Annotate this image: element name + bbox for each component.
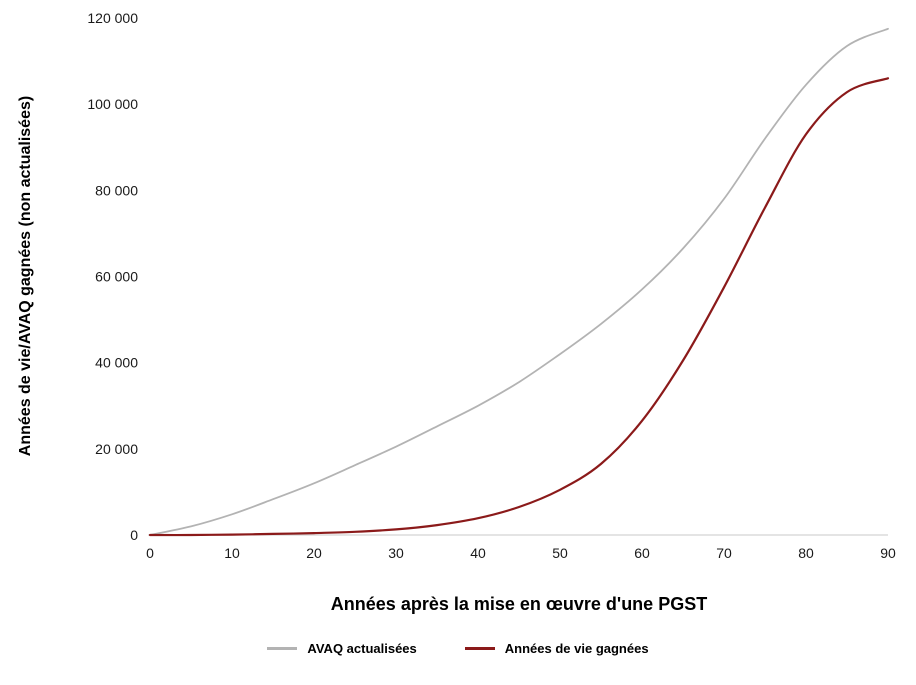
x-tick-label: 0 (146, 545, 154, 561)
legend: AVAQ actualisées Années de vie gagnées (0, 641, 916, 656)
legend-item-avaq: AVAQ actualisées (267, 641, 417, 656)
legend-item-life-years: Années de vie gagnées (464, 641, 649, 656)
y-tick-label: 0 (130, 527, 138, 543)
y-tick-label: 60 000 (95, 269, 138, 285)
x-tick-label: 50 (552, 545, 568, 561)
y-tick-label: 100 000 (87, 96, 138, 112)
x-tick-label: 20 (306, 545, 322, 561)
avaq-legend-label: AVAQ actualisées (307, 641, 417, 656)
life-years-legend-label: Années de vie gagnées (504, 641, 649, 656)
x-axis-title: Années après la mise en œuvre d'une PGST (330, 594, 708, 614)
plot-area: 0 20 000 40 000 60 000 80 000 100 000 120 000 0… (87, 10, 896, 561)
series-line-avaq-actualisees (149, 27, 889, 536)
life-years-line-swatch (464, 647, 495, 650)
y-tick-label: 40 000 (95, 355, 138, 371)
x-tick-label: 80 (798, 545, 814, 561)
y-tick-label: 80 000 (95, 182, 138, 198)
y-tick-label: 120 000 (87, 10, 138, 26)
series-line-annees-de-vie-gagnees (148, 77, 890, 537)
x-tick-label: 90 (880, 545, 896, 561)
x-tick-label: 70 (716, 545, 732, 561)
x-tick-label: 30 (388, 545, 404, 561)
x-tick-label: 40 (470, 545, 486, 561)
avaq-line-swatch (267, 647, 298, 650)
y-tick-label: 20 000 (95, 441, 138, 457)
x-tick-label: 60 (634, 545, 650, 561)
x-tick-label: 10 (224, 545, 240, 561)
